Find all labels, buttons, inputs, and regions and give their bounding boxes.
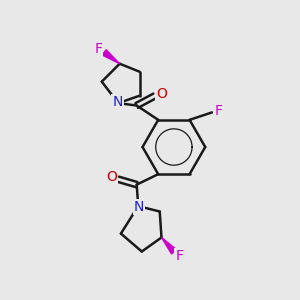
Text: F: F [94, 42, 102, 56]
Text: F: F [176, 249, 183, 263]
Text: O: O [156, 88, 167, 101]
Polygon shape [161, 238, 176, 254]
Text: F: F [214, 104, 223, 118]
Text: O: O [106, 170, 117, 184]
Text: N: N [112, 95, 123, 109]
Polygon shape [102, 50, 120, 64]
Text: N: N [134, 200, 144, 214]
